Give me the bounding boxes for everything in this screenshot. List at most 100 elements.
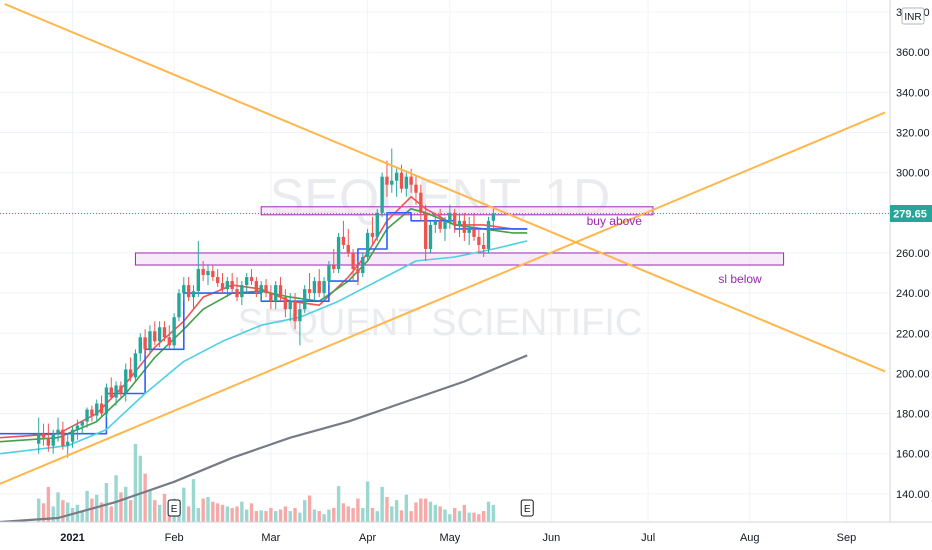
volume-bar <box>37 498 41 522</box>
trendlines[interactable] <box>0 3 886 485</box>
zone-labels: buy above sl below <box>587 214 762 286</box>
price-axis[interactable]: 140.00 160.00 180.00 200.00 220.00 240.00 260.… <box>889 0 932 550</box>
earnings-marker: E <box>167 499 181 517</box>
currency-badge[interactable]: INR <box>901 7 925 25</box>
price-tick-label: 160.00 <box>896 449 930 461</box>
volume-bar <box>225 506 230 522</box>
zone-label-0: buy above <box>587 214 643 228</box>
volume-bar <box>148 490 152 522</box>
candle-body <box>351 252 355 270</box>
time-axis[interactable]: 2021 Feb Mar Apr May Jun Jul Aug Sep <box>0 521 932 550</box>
candle-body <box>278 285 283 298</box>
last-price-label: 279.65 <box>890 205 932 223</box>
volume-bar <box>351 507 355 522</box>
price-tick-label: 320.00 <box>896 128 930 140</box>
zone-box-1 <box>134 252 785 266</box>
volume-bar <box>399 510 404 522</box>
candle-body <box>153 331 157 342</box>
price-tick-label: 180.00 <box>896 409 930 421</box>
volume-bar <box>457 511 462 522</box>
time-tick-label: Sep <box>837 532 857 544</box>
candle-body <box>356 269 360 274</box>
candle-body <box>230 281 234 290</box>
last-price-label-bg <box>890 205 932 223</box>
candle-body <box>143 337 147 350</box>
volume-bar <box>249 503 254 522</box>
candle-body <box>491 213 496 221</box>
candle-body <box>109 387 113 398</box>
candle-body <box>215 277 220 284</box>
candle-body <box>114 385 118 398</box>
time-axis-background <box>0 522 932 550</box>
volume-bar <box>288 511 292 522</box>
candle-body <box>428 224 433 249</box>
candle-body <box>196 269 201 292</box>
volume-bar <box>104 483 109 522</box>
series-line-ema_long <box>0 354 528 524</box>
volume-bar <box>143 473 147 522</box>
volume-bar <box>259 510 263 522</box>
series-line-ema_slow <box>0 240 528 455</box>
volume-bar <box>462 504 467 522</box>
volume-bar <box>66 502 70 522</box>
time-tick-label: Jun <box>543 532 561 544</box>
candle-body <box>433 220 438 225</box>
volume-bar <box>317 511 321 522</box>
candle-body <box>361 256 365 274</box>
candle-body <box>327 265 331 282</box>
candle-body <box>419 192 423 213</box>
volume-bar <box>293 507 297 522</box>
price-tick-label: 300.00 <box>896 168 930 180</box>
volume-bar <box>240 501 244 522</box>
candle-body <box>177 293 181 318</box>
candle-body <box>457 220 462 225</box>
candle-body <box>201 269 205 276</box>
price-tick-label: 260.00 <box>896 248 930 260</box>
volume-bar <box>235 506 239 522</box>
volume-bar <box>162 493 167 522</box>
volume-bar <box>264 511 268 522</box>
candle-body <box>399 172 404 189</box>
candle-body <box>293 301 297 322</box>
candle-body <box>254 281 259 294</box>
candle-body <box>307 289 312 294</box>
candle-body <box>235 289 239 298</box>
candle-body <box>206 271 210 276</box>
volume-bar <box>278 509 283 522</box>
candle-body <box>269 293 273 302</box>
candle-body <box>124 369 128 394</box>
candle-body <box>438 220 442 229</box>
volume-bar <box>356 498 360 522</box>
volume-bar <box>448 514 452 522</box>
candle-body <box>211 271 215 278</box>
volume-bar <box>477 514 481 522</box>
candle-body <box>46 437 51 446</box>
volume-bar <box>220 504 225 522</box>
time-tick-label: Apr <box>359 532 376 544</box>
volume-bar <box>133 444 138 522</box>
currency-label: INR <box>904 12 921 23</box>
candle-body <box>128 369 133 378</box>
time-tick-label: Mar <box>261 532 280 544</box>
earnings-marker: E <box>520 499 534 517</box>
candle-body <box>467 228 471 233</box>
volume-bar <box>254 511 259 522</box>
volume-bar <box>298 512 302 522</box>
candle-body <box>80 421 84 426</box>
candle-body <box>167 337 171 346</box>
candle-body <box>274 285 278 302</box>
candle-body <box>99 403 104 414</box>
volume-bar <box>419 498 423 522</box>
volume-bar <box>124 486 128 522</box>
volume-bar <box>128 500 133 522</box>
candle-body <box>452 212 457 225</box>
last-price-value: 279.65 <box>893 209 927 221</box>
price-tick-label: 240.00 <box>896 288 930 300</box>
candle-body <box>56 429 60 434</box>
volume-bar <box>114 475 118 522</box>
candle-body <box>414 184 418 193</box>
candle-body <box>336 236 341 270</box>
